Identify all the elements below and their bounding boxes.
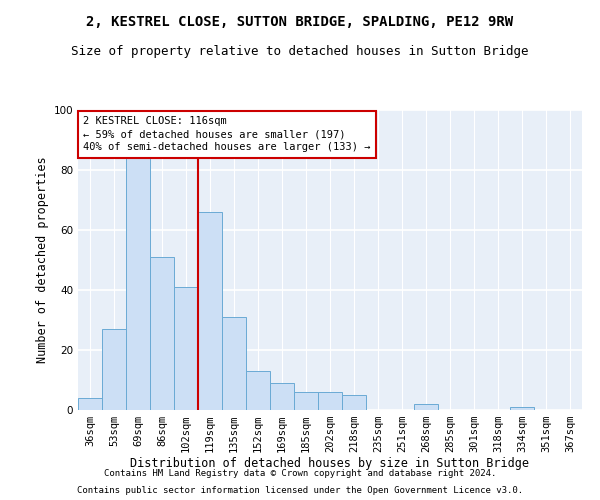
Bar <box>126 158 150 410</box>
Bar <box>246 371 270 410</box>
Bar <box>174 287 198 410</box>
Text: Size of property relative to detached houses in Sutton Bridge: Size of property relative to detached ho… <box>71 45 529 58</box>
Bar <box>78 398 102 410</box>
Bar <box>414 404 438 410</box>
X-axis label: Distribution of detached houses by size in Sutton Bridge: Distribution of detached houses by size … <box>131 456 530 469</box>
Text: 2, KESTREL CLOSE, SUTTON BRIDGE, SPALDING, PE12 9RW: 2, KESTREL CLOSE, SUTTON BRIDGE, SPALDIN… <box>86 15 514 29</box>
Text: Contains public sector information licensed under the Open Government Licence v3: Contains public sector information licen… <box>77 486 523 495</box>
Bar <box>294 392 318 410</box>
Bar <box>270 383 294 410</box>
Y-axis label: Number of detached properties: Number of detached properties <box>37 156 49 364</box>
Text: 2 KESTREL CLOSE: 116sqm
← 59% of detached houses are smaller (197)
40% of semi-d: 2 KESTREL CLOSE: 116sqm ← 59% of detache… <box>83 116 371 152</box>
Bar <box>198 212 222 410</box>
Bar <box>318 392 342 410</box>
Text: Contains HM Land Registry data © Crown copyright and database right 2024.: Contains HM Land Registry data © Crown c… <box>104 468 496 477</box>
Bar <box>150 257 174 410</box>
Bar <box>222 317 246 410</box>
Bar <box>510 407 534 410</box>
Bar <box>102 329 126 410</box>
Bar <box>342 395 366 410</box>
